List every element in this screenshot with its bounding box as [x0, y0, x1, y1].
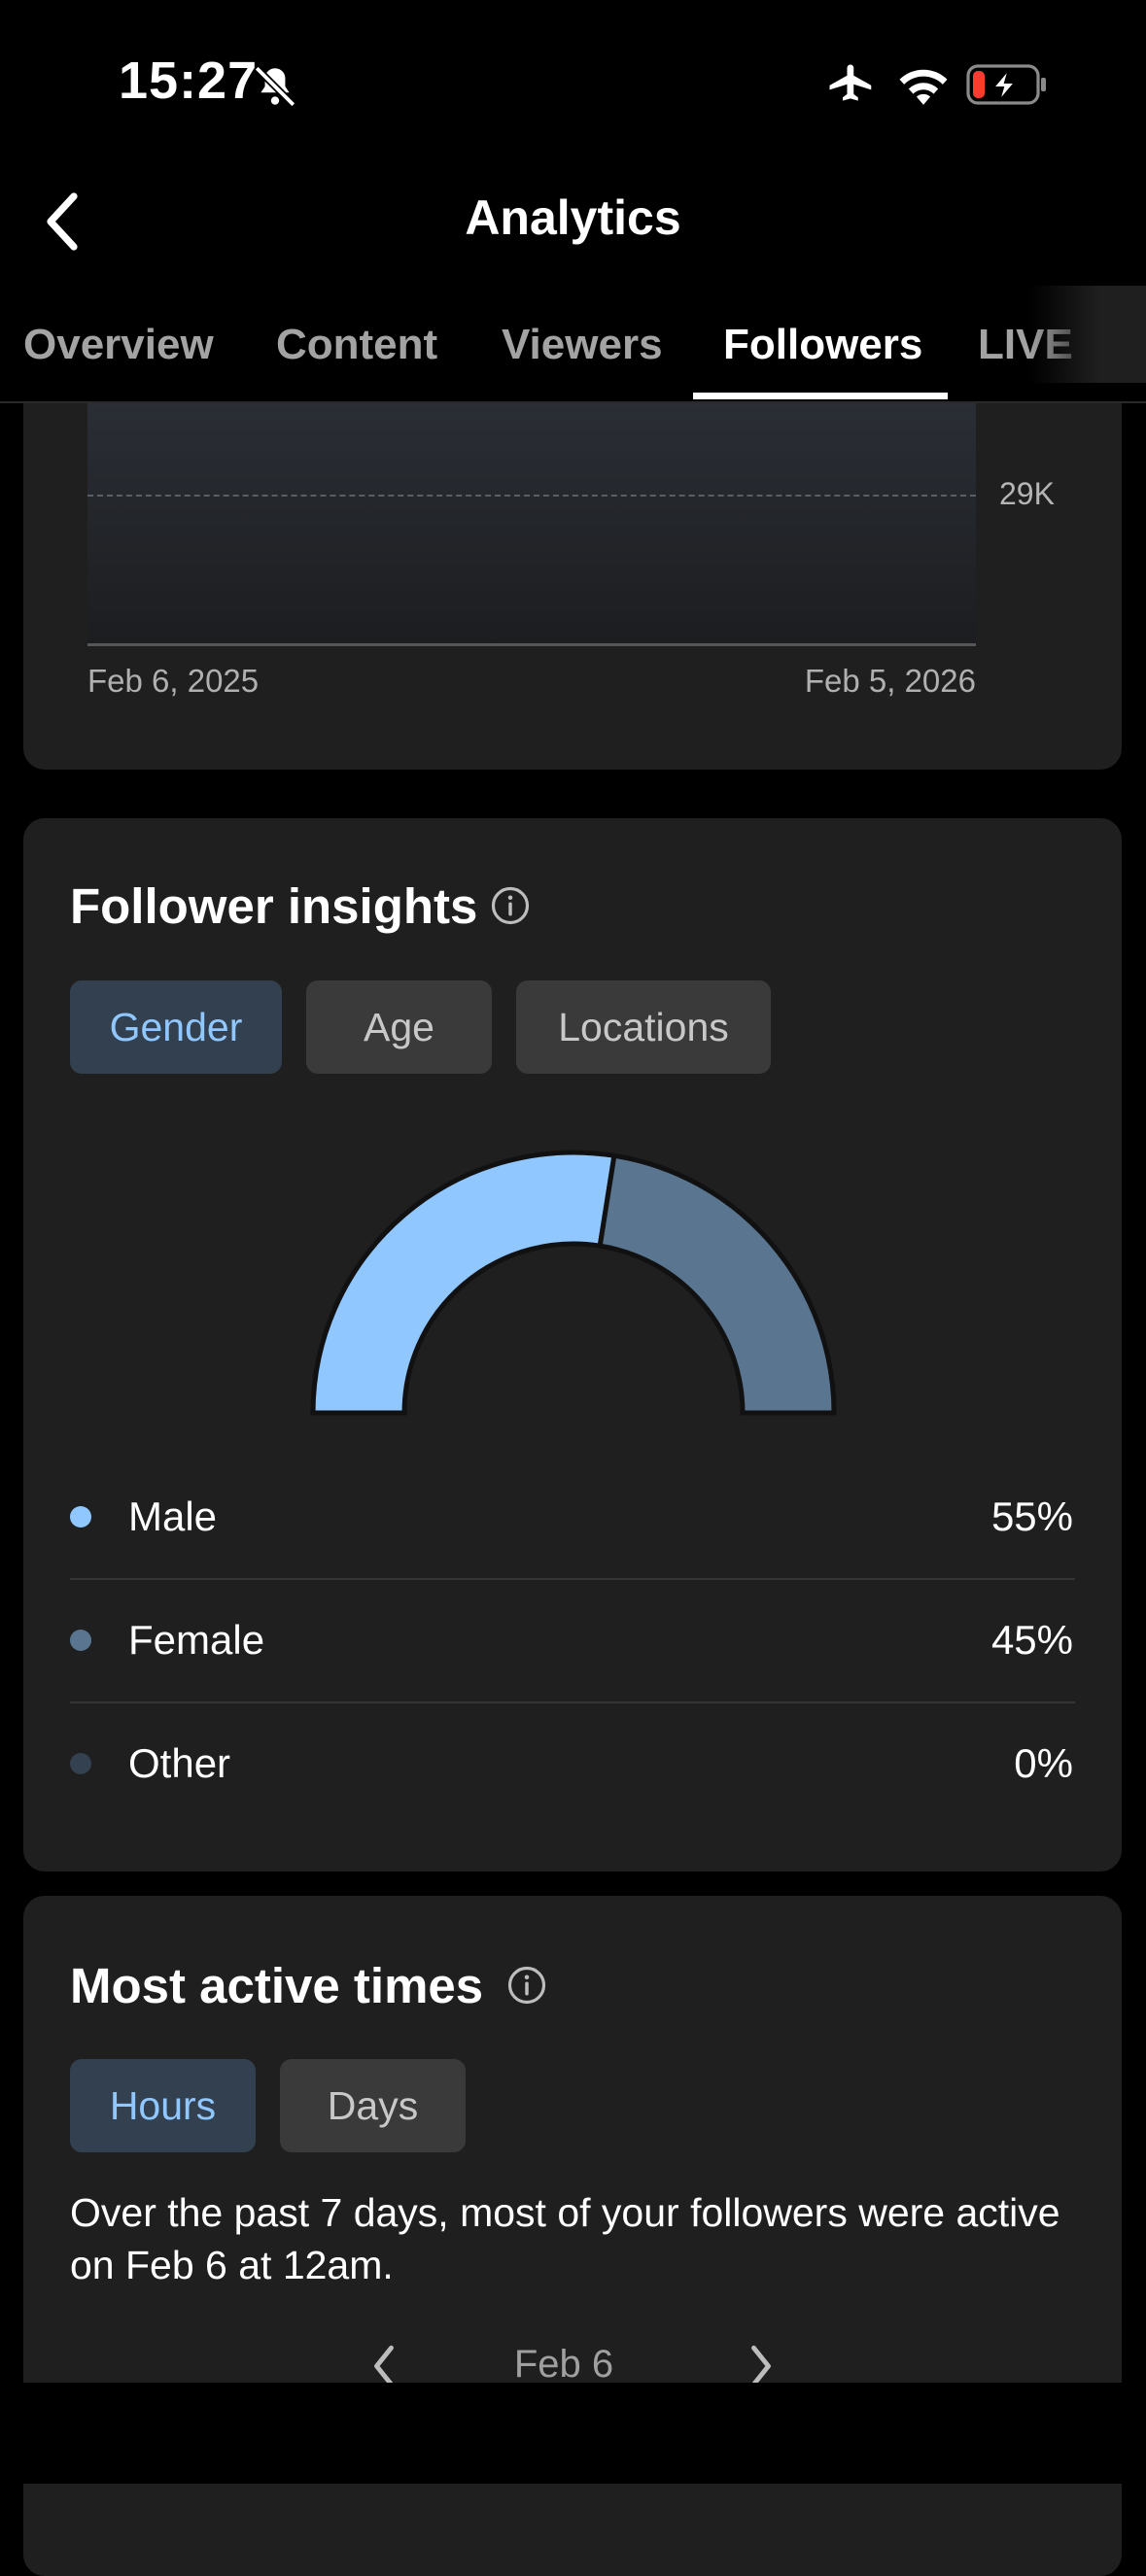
wifi-icon: [899, 69, 948, 105]
filter-locations[interactable]: Locations: [516, 980, 771, 1074]
bottom-safe-area: [0, 2383, 1146, 2484]
most-active-times-title: Most active times: [70, 1958, 484, 2013]
tab-followers[interactable]: Followers: [723, 321, 923, 368]
airplane-icon: [829, 64, 872, 101]
chevron-right-icon[interactable]: [747, 2342, 776, 2390]
back-button[interactable]: [43, 190, 82, 253]
tab-bar: Overview Content Viewers Followers LIVE: [0, 274, 1146, 402]
page-title: Analytics: [465, 190, 681, 245]
filter-gender[interactable]: Gender: [70, 980, 282, 1074]
info-icon[interactable]: [490, 885, 531, 926]
tab-scroll-fade: [1029, 286, 1146, 383]
legend-row-female: Female 45%: [70, 1579, 1073, 1701]
filter-hours[interactable]: Hours: [70, 2059, 256, 2152]
status-time: 15:27: [119, 52, 259, 110]
battery-charging-icon: [966, 64, 1046, 105]
info-icon[interactable]: [506, 1965, 547, 2006]
donut-slice-female: [597, 1152, 837, 1416]
legend-value: 0%: [1014, 1740, 1073, 1786]
legend-value: 55%: [990, 1494, 1073, 1539]
chart-area: [87, 403, 976, 644]
tab-overview[interactable]: Overview: [23, 321, 214, 368]
chart-gridline: [87, 495, 976, 497]
legend-row-male: Male 55%: [70, 1456, 1073, 1578]
legend-divider: [70, 1578, 1075, 1580]
most-active-description: Over the past 7 days, most of your follo…: [70, 2190, 1060, 2287]
filter-age[interactable]: Age: [306, 980, 492, 1074]
legend-divider: [70, 1701, 1075, 1703]
donut-slice-male: [310, 1150, 617, 1416]
bell-slash-icon: [254, 65, 296, 108]
x-end-date: Feb 5, 2026: [804, 663, 976, 699]
date-nav-label: Feb 6: [513, 2343, 614, 2386]
tab-viewers[interactable]: Viewers: [502, 321, 663, 368]
tab-divider: [0, 401, 1146, 403]
chart-baseline: [87, 643, 976, 646]
tab-content[interactable]: Content: [276, 321, 438, 368]
x-start-date: Feb 6, 2025: [87, 663, 260, 699]
legend-label: Female: [128, 1617, 265, 1663]
chevron-left-icon[interactable]: [369, 2342, 399, 2390]
legend-label: Other: [128, 1740, 231, 1786]
gender-half-donut-chart: [310, 1150, 837, 1416]
legend-value: 45%: [990, 1617, 1073, 1663]
legend-dot: [70, 1753, 91, 1774]
active-tab-indicator: [693, 393, 948, 399]
legend-dot: [70, 1506, 91, 1528]
legend-dot: [70, 1630, 91, 1651]
y-tick-label: 29K: [999, 476, 1055, 511]
follower-insights-title: Follower insights: [70, 878, 478, 934]
legend-row-other: Other 0%: [70, 1702, 1073, 1825]
filter-days[interactable]: Days: [280, 2059, 466, 2152]
legend-label: Male: [128, 1494, 218, 1539]
